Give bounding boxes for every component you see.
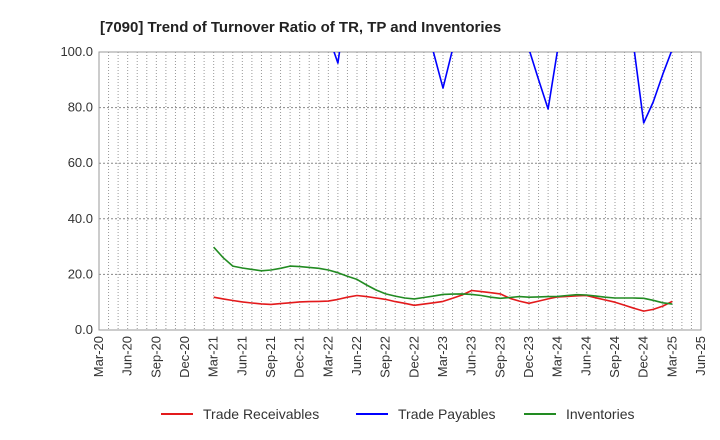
legend: Trade Receivables Trade Payables Inventori…	[161, 406, 634, 422]
y-tick-label: 40.0	[68, 211, 93, 226]
y-tick-label: 80.0	[68, 100, 93, 115]
x-tick-label: Jun-23	[464, 336, 479, 376]
x-tick-label: Mar-21	[206, 336, 221, 377]
x-tick-label: Sep-23	[492, 336, 507, 378]
x-tick-label: Jun-20	[120, 336, 135, 376]
x-tick-label: Sep-21	[263, 336, 278, 378]
y-axis: 0.0 20.0 40.0 60.0 80.0 100.0	[60, 44, 93, 337]
series-line-trade-payables	[333, 52, 673, 124]
y-tick-label: 20.0	[68, 266, 93, 281]
y-tick-label: 100.0	[60, 44, 93, 59]
x-tick-label: Dec-22	[406, 336, 421, 378]
legend-label: Trade Payables	[398, 406, 496, 422]
x-tick-label: Dec-21	[292, 336, 307, 378]
x-tick-label: Mar-23	[435, 336, 450, 377]
series-line-inventories	[213, 246, 673, 305]
legend-label: Trade Receivables	[203, 406, 319, 422]
x-tick-label: Jun-21	[234, 336, 249, 376]
x-tick-label: Mar-22	[320, 336, 335, 377]
x-axis: Mar-20 Jun-20 Sep-20 Dec-20 Mar-21 Jun-21 Sep-…	[91, 336, 708, 378]
chart-title: [7090] Trend of Turnover Ratio of TR, TP…	[100, 19, 501, 36]
x-tick-label: Sep-22	[378, 336, 393, 378]
x-tick-label: Jun-22	[349, 336, 364, 376]
series-lines	[213, 52, 673, 312]
series-line-trade-receivables	[213, 289, 673, 312]
legend-label: Inventories	[566, 406, 634, 422]
x-tick-label: Dec-24	[636, 336, 651, 378]
grid	[98, 51, 702, 331]
x-tick-label: Jun-25	[693, 336, 708, 376]
x-tick-label: Dec-20	[177, 336, 192, 378]
x-tick-label: Mar-25	[664, 336, 679, 377]
x-tick-label: Mar-20	[91, 336, 106, 377]
x-tick-label: Sep-24	[607, 336, 622, 378]
plot-border	[98, 51, 702, 331]
x-tick-label: Sep-20	[148, 336, 163, 378]
x-tick-label: Dec-23	[521, 336, 536, 378]
x-tick-label: Mar-24	[550, 336, 565, 377]
x-tick-label: Jun-24	[578, 336, 593, 376]
y-tick-label: 60.0	[68, 155, 93, 170]
y-tick-label: 0.0	[75, 322, 93, 337]
